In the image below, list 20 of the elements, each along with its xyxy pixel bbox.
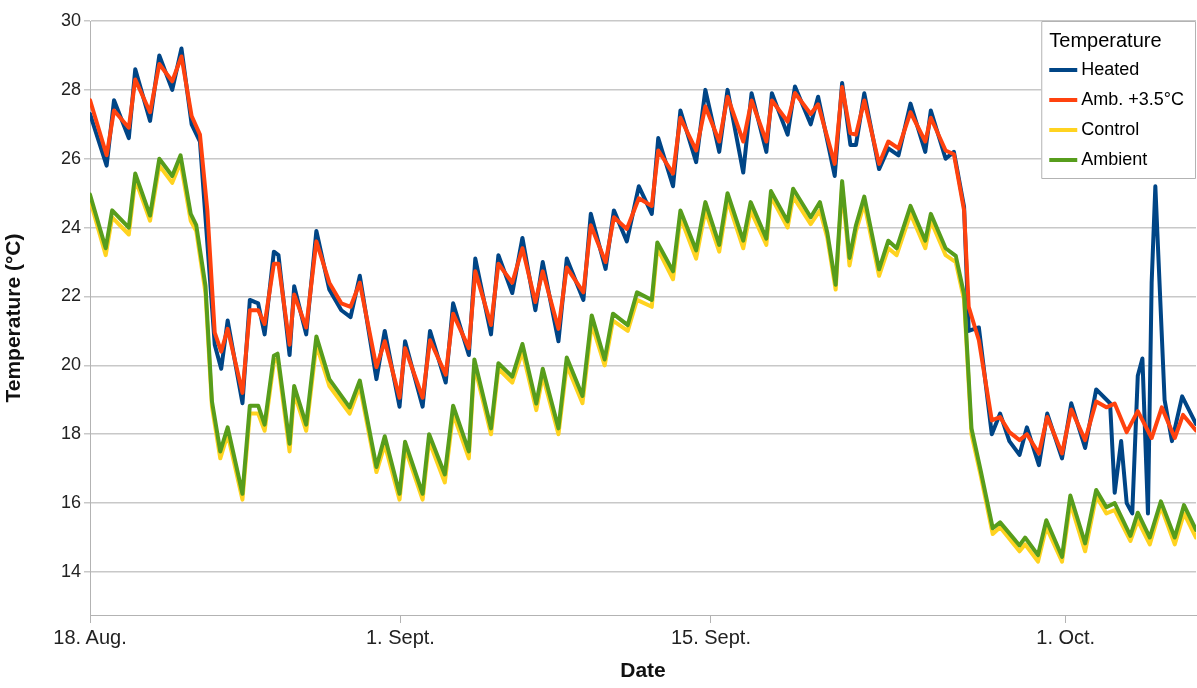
y-tick-label: 22 (60, 285, 81, 306)
x-tick-label: 15. Sept. (670, 625, 751, 648)
legend-label: Amb. +3.5°C (1081, 88, 1185, 109)
y-tick-label: 28 (60, 78, 81, 99)
y-tick-label: 18 (60, 423, 81, 444)
y-tick-label: 30 (60, 9, 81, 30)
x-axis-title: Date (620, 658, 666, 682)
legend-label: Heated (1081, 58, 1140, 79)
legend-title: Temperature (1049, 28, 1162, 51)
x-tick-label: 1. Sept. (365, 625, 435, 648)
y-tick-label: 20 (60, 354, 81, 375)
y-tick-label: 26 (60, 147, 81, 168)
x-tick-label: 1. Oct. (1036, 625, 1096, 648)
legend-label: Ambient (1081, 148, 1148, 169)
y-tick-label: 14 (60, 560, 81, 581)
y-tick-label: 24 (60, 216, 81, 237)
y-tick-label: 16 (60, 492, 81, 513)
x-tick-label: 18. Aug. (53, 625, 127, 648)
y-axis-title: Temperature (°C) (1, 233, 25, 403)
legend-label: Control (1081, 118, 1140, 139)
